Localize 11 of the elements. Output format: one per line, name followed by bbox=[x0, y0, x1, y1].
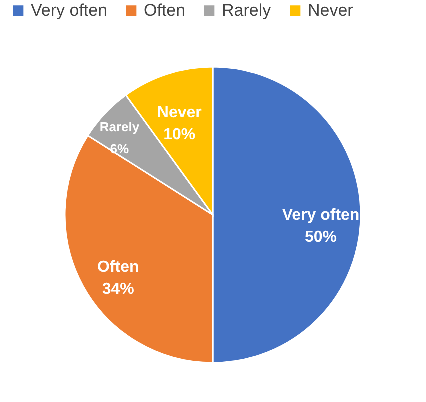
legend-label: Very often bbox=[31, 0, 108, 20]
data-label: 10% bbox=[164, 126, 196, 144]
slice-label: Never bbox=[157, 104, 202, 122]
slice-label: Often bbox=[97, 259, 140, 276]
legend-label: Never bbox=[308, 0, 354, 20]
data-label: 34% bbox=[102, 281, 134, 298]
legend-label: Often bbox=[144, 0, 186, 20]
slice-label: Rarely bbox=[100, 119, 140, 134]
slice-label: Very often bbox=[282, 207, 360, 224]
legend-label: Rarely bbox=[222, 0, 272, 20]
data-label: 50% bbox=[304, 229, 338, 246]
